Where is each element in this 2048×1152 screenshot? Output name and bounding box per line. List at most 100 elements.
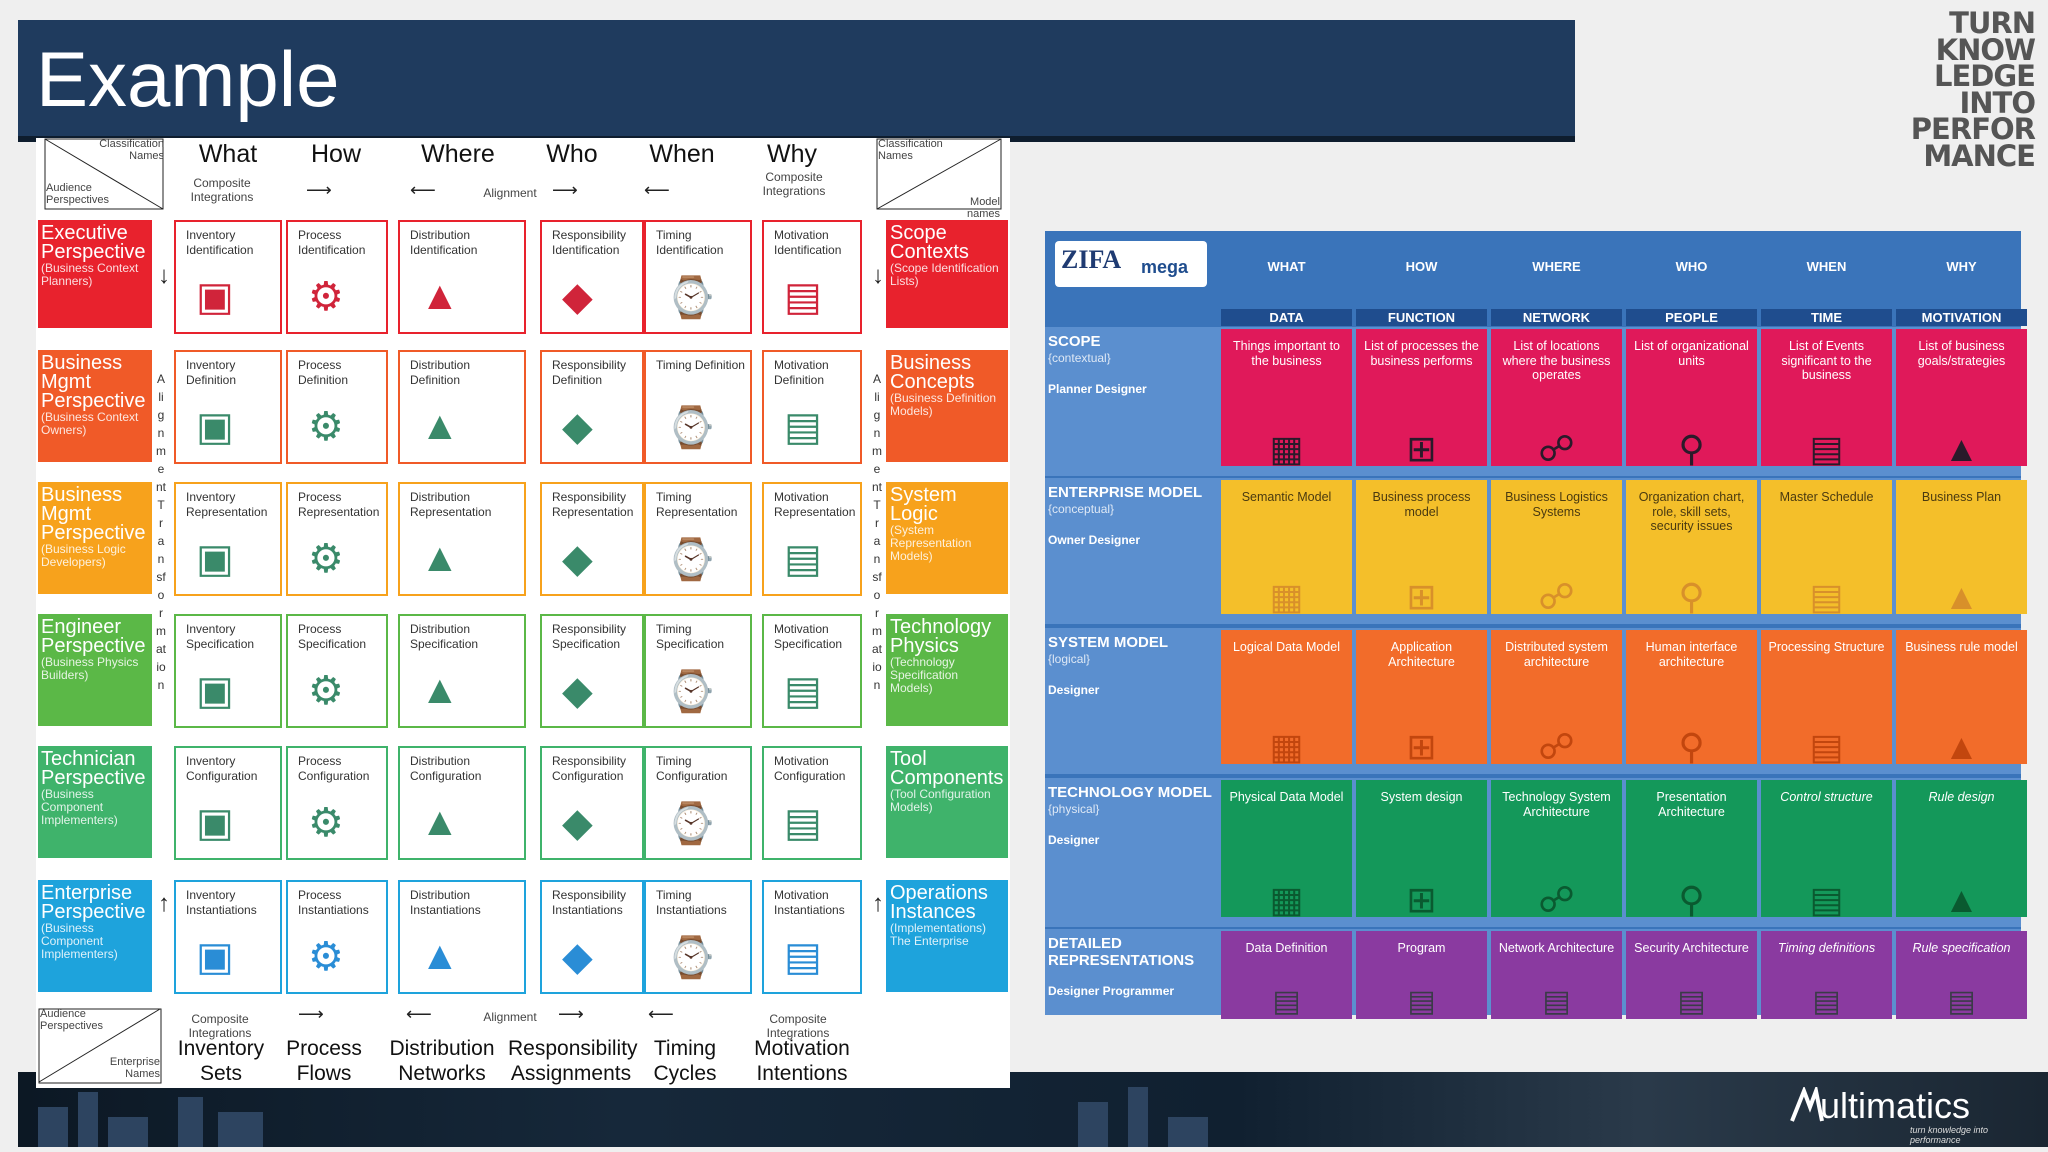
zifa-cell: Application Architecture ⊞ <box>1356 630 1487 764</box>
zachman-cell-label: Motivation Identification <box>774 228 842 257</box>
zachman-cell-label: Motivation Specification <box>774 622 843 651</box>
zachman-cell: Process Representation ⚙ <box>286 482 388 596</box>
zachman-cell-label: Process Definition <box>298 358 349 387</box>
row-subtitle: (Business Component Implementers) <box>41 787 118 827</box>
zifa-cell-icon: ▦ <box>1269 575 1304 617</box>
page-title: Example <box>36 35 340 123</box>
zifa-cell: Timing definitions ▤ <box>1761 931 1892 1019</box>
brand-line: PERFOR <box>1910 112 2036 146</box>
zifa-cell-label: Program <box>1397 941 1446 955</box>
zachman-cell: Process Identification ⚙ <box>286 220 388 334</box>
zifa-col-header: WHY <box>1946 259 1977 274</box>
row-title: Business Mgmt Perspective <box>41 484 146 544</box>
zifa-cell-label: Presentation Architecture <box>1656 790 1727 819</box>
zachman-cell-label: Responsibility Instantiations <box>552 888 627 917</box>
zifa-cell: Program ▤ <box>1356 931 1487 1019</box>
zachman-cell: Responsibility Specification ◆ <box>540 614 644 728</box>
row-subtitle: (Business Logic Developers) <box>41 542 126 569</box>
zachman-cell: Motivation Specification ▤ <box>762 614 862 728</box>
zachman-cell: Motivation Configuration ▤ <box>762 746 862 860</box>
bottom-label-distribution: Distribution Networks <box>389 1037 495 1085</box>
zachman-cell: Inventory Instantiations ▣ <box>174 880 282 994</box>
row-label-enterprise: Enterprise Perspective (Business Componen… <box>38 880 152 992</box>
zifa-cell-icon: ⚲ <box>1678 575 1705 617</box>
zachman-cell: Process Instantiations ⚙ <box>286 880 388 994</box>
zifa-cell: List of Events significant to the busine… <box>1761 329 1892 466</box>
zifa-cell: List of processes the business performs ⊞ <box>1356 329 1487 466</box>
zifa-cell: Human interface architecture ⚲ <box>1626 630 1757 764</box>
zifa-cell-label: Human interface architecture <box>1645 640 1738 669</box>
zifa-cell-label: Timing definitions <box>1777 941 1876 955</box>
zifa-row-title: ENTERPRISE MODEL <box>1048 484 1203 501</box>
zachman-cell: Distribution Specification ▲ <box>398 614 526 728</box>
zifa-cell-icon: ▤ <box>1809 575 1844 617</box>
corner-model-names: Model names <box>966 196 1000 220</box>
zifa-cell: Processing Structure ▤ <box>1761 630 1892 764</box>
zifa-col-header: HOW <box>1405 259 1438 274</box>
zifa-cell: Organization chart, role, skill sets, se… <box>1626 480 1757 614</box>
zachman-cell-label: Responsibility Representation <box>552 490 634 519</box>
zachman-cell-label: Distribution Configuration <box>410 754 482 783</box>
bottom-label-inventory: Inventory Sets <box>177 1037 265 1085</box>
zifa-cell: Distributed system architecture ☍ <box>1491 630 1622 764</box>
zifa-cell-label: Business process model <box>1372 490 1471 519</box>
col-header-where: Where <box>421 140 495 168</box>
zifa-cell-icon: ⊞ <box>1406 427 1437 469</box>
zachman-cell-label: Responsibility Specification <box>552 622 627 651</box>
zifa-cell: Things important to the business ▦ <box>1221 329 1352 466</box>
row-subtitle: (Business Context Owners) <box>41 410 139 437</box>
zifa-cell-label: List of locations where the business ope… <box>1502 339 1611 382</box>
bottom-composite-right: Composite Integrations <box>766 1012 830 1040</box>
arrow-left-icon: ⟵ <box>648 1004 674 1024</box>
zifa-row-label: DETAILED REPRESENTATIONS Designer Program… <box>1048 935 1218 1000</box>
zachman-cell-diagram-icon: ▤ <box>784 275 822 319</box>
zifa-cell-label: System design <box>1380 790 1463 804</box>
zifa-subcol-header: PEOPLE <box>1626 309 1757 326</box>
zifa-cell-label: List of Events significant to the busine… <box>1781 339 1872 382</box>
zachman-framework-panel: Classification Names Audience Perspectiv… <box>36 138 1010 1088</box>
zachman-cell-label: Distribution Instantiations <box>410 888 481 917</box>
zifa-cell: Semantic Model ▦ <box>1221 480 1352 614</box>
bottom-corner-enterprise-names: Enterprise Names <box>109 1056 160 1080</box>
bottom-label-responsibility: Responsibility Assignments <box>508 1037 638 1085</box>
row-right-subtitle: (Scope Identification Lists) <box>890 261 999 288</box>
corner-diagonal <box>876 138 1002 210</box>
zachman-cell-label: Timing Configuration <box>656 754 728 783</box>
zachman-cell-diagram-icon: ▤ <box>784 537 822 581</box>
zifa-cell-label: Semantic Model <box>1241 490 1332 504</box>
zifa-cell: Presentation Architecture ⚲ <box>1626 780 1757 917</box>
zachman-cell-diagram-icon: ▤ <box>784 935 822 979</box>
corner-classification-names-right: Classification Names <box>878 138 943 162</box>
zachman-cell-diagram-icon: ▣ <box>196 405 234 449</box>
zifa-cell-icon: ▲ <box>1943 427 1980 469</box>
zachman-cell-diagram-icon: ▣ <box>196 669 234 713</box>
zachman-cell-diagram-icon: ▤ <box>784 669 822 713</box>
row-right-subtitle: (Technology Specification Models) <box>890 655 959 695</box>
zifa-cell-icon: ▤ <box>1407 984 1436 1018</box>
zachman-cell: Motivation Representation ▤ <box>762 482 862 596</box>
zachman-cell: Inventory Identification ▣ <box>174 220 282 334</box>
zifa-cell: Business process model ⊞ <box>1356 480 1487 614</box>
zifa-cell-icon: ⚲ <box>1678 725 1705 767</box>
zachman-cell-label: Inventory Configuration <box>186 754 258 783</box>
zachman-cell-diagram-icon: ⚙ <box>308 405 344 449</box>
zifa-cell-label: Control structure <box>1780 790 1873 804</box>
zachman-cell-label: Process Instantiations <box>298 888 369 917</box>
zachman-cell-diagram-icon: ◆ <box>562 801 593 845</box>
zifa-cell: Technology System Architecture ☍ <box>1491 780 1622 917</box>
zifa-row-roles: Owner Designer <box>1048 533 1141 547</box>
zachman-cell: Distribution Definition ▲ <box>398 350 526 464</box>
zachman-cell: Distribution Identification ▲ <box>398 220 526 334</box>
zifa-cell: Data Definition ▤ <box>1221 931 1352 1019</box>
row-subtitle: (Business Physics Builders) <box>41 655 139 682</box>
zifa-cell-label: Data Definition <box>1245 941 1328 955</box>
zachman-cell: Inventory Definition ▣ <box>174 350 282 464</box>
zifa-cell: Physical Data Model ▦ <box>1221 780 1352 917</box>
zifa-cell-icon: ▦ <box>1269 427 1304 469</box>
row-label-business-mgmt: Business Mgmt Perspective (Business Conte… <box>38 350 152 462</box>
zachman-cell-diagram-icon: ▤ <box>784 405 822 449</box>
logo-mark-icon <box>1790 1087 1824 1122</box>
zifa-cell-icon: ▤ <box>1809 427 1844 469</box>
row-right-scope: Scope Contexts (Scope Identification List… <box>886 220 1008 328</box>
zachman-cell: Responsibility Instantiations ◆ <box>540 880 644 994</box>
